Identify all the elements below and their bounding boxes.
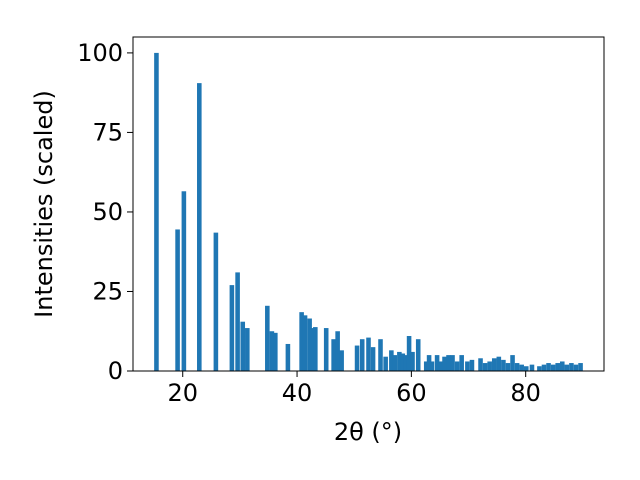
y-tick-label: 25	[92, 277, 123, 305]
y-tick-label: 50	[92, 198, 123, 226]
bar	[523, 366, 529, 371]
bar	[446, 355, 451, 371]
bar	[465, 361, 470, 371]
x-axis-label: 2θ (°)	[334, 418, 402, 446]
bar	[335, 331, 340, 371]
bar	[496, 356, 502, 371]
y-axis-label: Intensities (scaled)	[30, 90, 58, 318]
bar	[265, 305, 270, 371]
bar-series	[154, 52, 583, 372]
bar	[491, 358, 497, 371]
bar	[400, 353, 406, 371]
bar	[501, 359, 506, 371]
bar	[434, 355, 440, 371]
x-tick-label: 20	[167, 379, 198, 407]
x-tick-label: 80	[510, 379, 541, 407]
bar	[403, 355, 409, 371]
bar	[285, 343, 291, 371]
bar	[197, 83, 202, 372]
bar	[383, 356, 388, 371]
x-axis: 20 40 60 80	[167, 371, 541, 407]
bar	[181, 191, 187, 371]
y-tick-label: 75	[92, 118, 123, 146]
bar	[406, 336, 412, 371]
bar	[309, 328, 315, 371]
bar	[438, 361, 443, 371]
bar	[366, 337, 371, 371]
bar	[235, 272, 240, 371]
bar	[541, 364, 547, 371]
x-tick-label: 40	[282, 379, 313, 407]
bar	[564, 364, 570, 371]
bar	[229, 285, 235, 371]
bar	[510, 355, 515, 371]
y-tick-label: 0	[108, 357, 123, 385]
bar	[389, 350, 394, 371]
bar	[245, 328, 250, 371]
bar	[354, 345, 360, 371]
bar	[273, 332, 278, 371]
bar	[459, 355, 464, 371]
bar	[359, 339, 365, 371]
y-axis: 0 25 50 75 100	[77, 39, 133, 385]
bar	[559, 361, 565, 371]
bar	[578, 363, 583, 371]
bar	[392, 355, 398, 371]
bar	[505, 363, 511, 371]
bar	[478, 358, 483, 371]
bar	[529, 364, 535, 371]
bar	[537, 366, 542, 371]
bar	[450, 355, 455, 371]
bar	[550, 364, 556, 371]
bar	[313, 327, 318, 371]
bar	[410, 351, 415, 371]
bar	[240, 321, 246, 371]
bar	[415, 339, 421, 371]
bar	[302, 315, 308, 371]
bar	[307, 318, 312, 371]
x-tick-label: 60	[396, 379, 427, 407]
bar	[514, 363, 520, 371]
y-tick-label: 100	[77, 39, 123, 67]
bar	[397, 351, 402, 371]
bar	[429, 361, 435, 371]
bar	[519, 364, 524, 371]
bar	[426, 355, 432, 371]
bar	[370, 347, 376, 371]
bar	[555, 363, 560, 371]
bar	[482, 363, 488, 371]
bar	[175, 229, 180, 371]
bar	[569, 363, 574, 371]
bar	[573, 364, 579, 371]
bar	[154, 52, 159, 372]
bar	[378, 339, 383, 371]
bar	[331, 339, 336, 371]
bar	[469, 359, 475, 371]
bar	[442, 356, 447, 371]
bar	[269, 331, 275, 371]
bar	[487, 361, 492, 371]
bar	[323, 328, 329, 371]
bar	[339, 350, 344, 371]
plot-area-frame	[132, 36, 605, 372]
bar	[213, 232, 219, 371]
bar	[299, 312, 304, 371]
bar	[423, 361, 429, 371]
bar	[546, 363, 551, 371]
bar	[454, 361, 460, 371]
